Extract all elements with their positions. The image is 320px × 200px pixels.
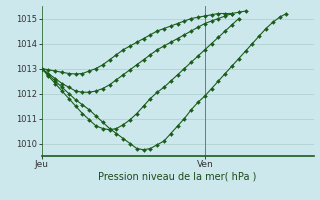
X-axis label: Pression niveau de la mer( hPa ): Pression niveau de la mer( hPa ) xyxy=(99,172,257,182)
